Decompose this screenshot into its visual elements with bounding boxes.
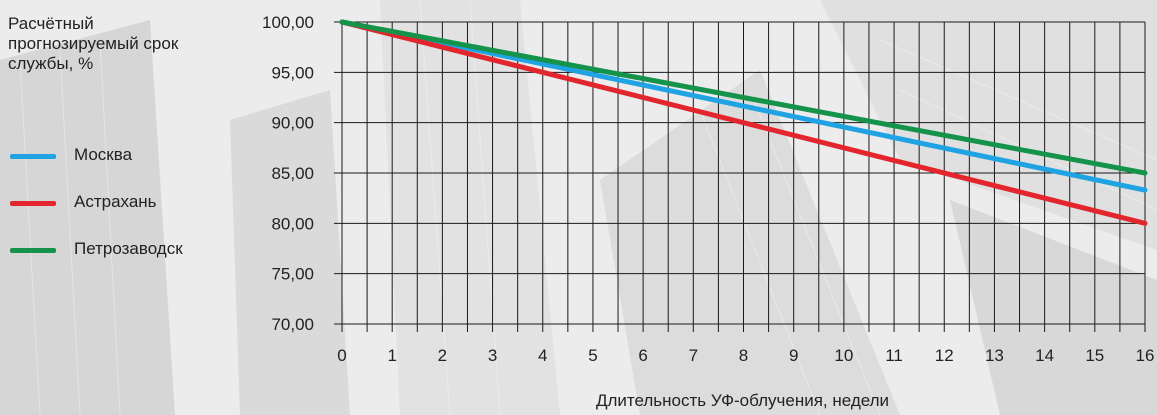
y-tick-label: 100,00 (262, 13, 314, 32)
x-tick-labels: 0 1 2 3 4 5 6 7 8 9 10 11 12 13 14 15 16 (337, 346, 1154, 365)
y-tick-label: 75,00 (271, 265, 314, 284)
y-axis-title: Расчётный прогнозируемый срок службы, % (8, 14, 179, 73)
x-tick-label: 1 (387, 346, 396, 365)
x-tick-label: 5 (588, 346, 597, 365)
x-tick-label: 7 (689, 346, 698, 365)
legend-swatch-moscow (10, 154, 56, 159)
x-tick-label: 8 (739, 346, 748, 365)
legend-label-astrakhan: Астрахань (74, 192, 157, 211)
x-tick-label: 13 (985, 346, 1004, 365)
legend-label-petrozavodsk: Петрозаводск (74, 239, 183, 258)
x-tick-label: 3 (488, 346, 497, 365)
legend-label-moscow: Москва (74, 145, 133, 164)
y-tick-label: 95,00 (271, 63, 314, 82)
series-line-2 (339, 19, 1148, 176)
x-tick-label: 6 (638, 346, 647, 365)
x-tick-label: 0 (337, 346, 346, 365)
x-tick-label: 16 (1136, 346, 1155, 365)
y-tick-labels: 100,00 95,00 90,00 85,00 80,00 75,00 70,00 (262, 13, 314, 334)
series-line-1 (339, 19, 1148, 226)
x-tick-label: 15 (1085, 346, 1104, 365)
series-line-0 (339, 19, 1148, 193)
chart-series (339, 19, 1148, 226)
x-axis-title: Длительность УФ-облучения, недели (595, 391, 890, 410)
y-tick-label: 90,00 (271, 114, 314, 133)
chart-grid (334, 21, 1146, 332)
y-tick-label: 85,00 (271, 164, 314, 183)
legend-swatch-astrakhan (10, 201, 56, 206)
x-tick-label: 10 (834, 346, 853, 365)
x-tick-label: 12 (935, 346, 954, 365)
x-tick-label: 14 (1035, 346, 1054, 365)
x-tick-label: 2 (438, 346, 447, 365)
x-tick-label: 4 (538, 346, 547, 365)
x-tick-label: 11 (885, 346, 903, 365)
y-tick-label: 80,00 (271, 214, 314, 233)
y-tick-label: 70,00 (271, 315, 314, 334)
x-tick-label: 9 (789, 346, 798, 365)
legend-swatch-petrozavodsk (10, 248, 56, 253)
